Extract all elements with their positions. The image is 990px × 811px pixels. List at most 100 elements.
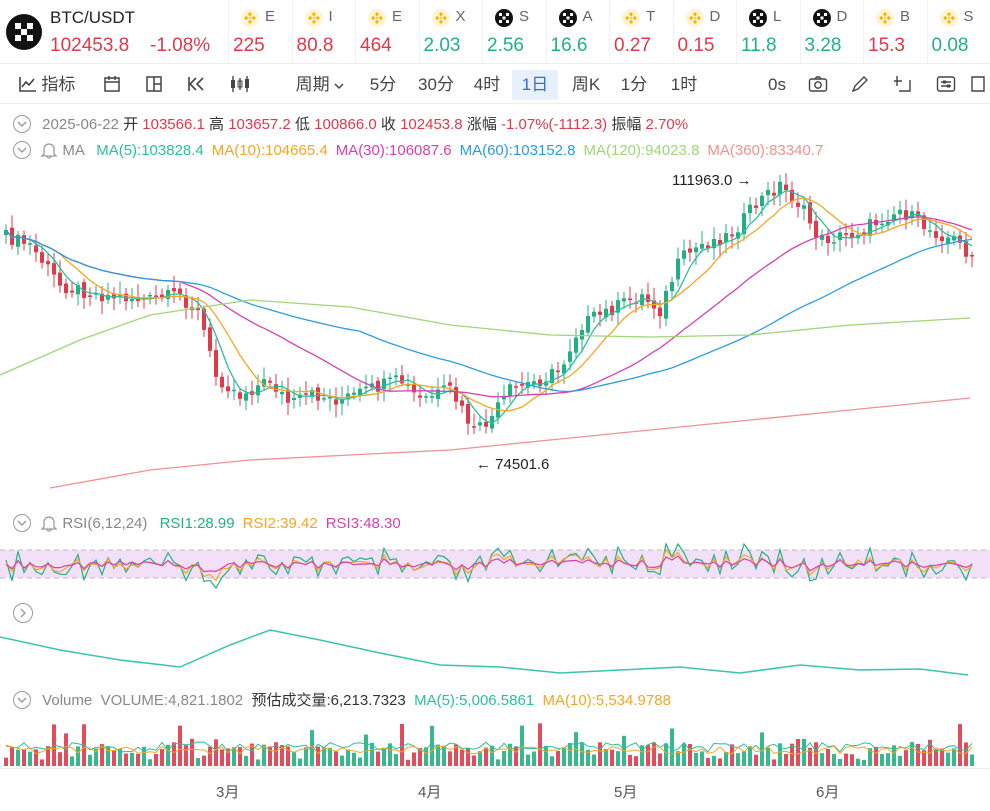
- ticker-price: 15.3: [868, 35, 905, 56]
- volume-bar: [220, 749, 224, 766]
- volume-bar: [76, 746, 80, 766]
- interval-tab[interactable]: 1日: [512, 70, 558, 100]
- volume-bar: [166, 744, 170, 766]
- volume-bar: [160, 749, 164, 766]
- volume-bar: [154, 753, 158, 766]
- split-view-button[interactable]: [142, 70, 166, 100]
- checker-icon: [749, 9, 767, 27]
- interval-tab[interactable]: 4时: [473, 75, 501, 94]
- more-button[interactable]: [968, 70, 988, 100]
- rsi-line: [5, 555, 973, 573]
- candle-body: [472, 426, 476, 428]
- candle-body: [742, 213, 746, 235]
- candle-body: [502, 395, 506, 400]
- ticker-item[interactable]: T 0.27: [609, 0, 671, 63]
- candle-body: [418, 395, 422, 398]
- ticker-symbol: T: [646, 8, 656, 25]
- candle-body: [922, 215, 926, 229]
- interval-tab[interactable]: 1分: [620, 75, 648, 94]
- expand-pane-icon[interactable]: [12, 602, 34, 624]
- crosshair-button[interactable]: [890, 70, 914, 100]
- ticker-item[interactable]: E 225: [228, 0, 290, 63]
- indicator-icon: [18, 77, 36, 92]
- settings-button[interactable]: [934, 70, 958, 100]
- bell-icon[interactable]: [40, 514, 58, 532]
- volume-bar: [112, 750, 116, 766]
- checker-icon: [812, 9, 831, 27]
- volume-bar: [796, 739, 800, 766]
- volume-bar: [442, 745, 446, 766]
- volume-bar: [28, 751, 32, 766]
- interval-tab[interactable]: 5分: [369, 75, 397, 94]
- volume-bar: [190, 738, 194, 766]
- volume-bar: [418, 747, 422, 766]
- volume-bar: [562, 748, 566, 766]
- bnb-icon: [622, 9, 640, 27]
- ticker-item[interactable]: E 464: [355, 0, 417, 63]
- high-label: 高: [209, 116, 225, 133]
- candle-body: [532, 381, 536, 384]
- ticker-item[interactable]: B 15.3: [863, 0, 925, 63]
- candle-body: [574, 337, 578, 353]
- ticker-item[interactable]: S 2.56: [482, 0, 544, 63]
- volume-bar: [880, 753, 884, 766]
- split-icon: [146, 76, 162, 92]
- ohlc-info: 2025-06-22 开 103566.1 高 103657.2 低 10086…: [12, 113, 688, 134]
- volume-bar: [430, 725, 434, 766]
- candle-body: [886, 222, 890, 226]
- volume-bar: [352, 752, 356, 766]
- volume-bar: [136, 753, 140, 766]
- volume-bar: [952, 748, 956, 766]
- high-price-label: 111963.0 →: [672, 172, 752, 189]
- volume-bar: [148, 759, 152, 766]
- volume-bar: [94, 748, 98, 766]
- candle-body: [778, 181, 782, 195]
- candle-body: [100, 293, 104, 302]
- volume-bar: [460, 749, 464, 766]
- ticker-item[interactable]: L 11.8: [736, 0, 798, 63]
- interval-tab[interactable]: 1时: [670, 75, 698, 94]
- ticker-item[interactable]: X 2.03: [418, 0, 481, 63]
- candle-body: [736, 232, 740, 239]
- collapse-icon[interactable]: [12, 690, 32, 710]
- volume-bar: [292, 752, 296, 766]
- volume-bar: [184, 745, 188, 766]
- chart-type-button[interactable]: [226, 70, 256, 100]
- collapse-icon[interactable]: [12, 513, 32, 533]
- candle-body: [340, 398, 344, 404]
- period-dropdown[interactable]: 周期: [288, 70, 352, 100]
- ticker-item[interactable]: A 16.6: [545, 0, 608, 63]
- volume-bar: [712, 755, 716, 766]
- ticker-item[interactable]: S 0.08: [926, 0, 989, 63]
- ticker-item[interactable]: D 3.28: [799, 0, 862, 63]
- rsi-chart[interactable]: [0, 540, 990, 595]
- candlestick-chart[interactable]: 111963.0 → ← 74501.6: [0, 165, 990, 500]
- countdown: 0s: [768, 75, 786, 94]
- draw-button[interactable]: [848, 70, 872, 100]
- ma120-line: [0, 299, 971, 376]
- volume-bar: [736, 753, 740, 766]
- interval-tab[interactable]: 周K: [571, 75, 601, 94]
- bell-icon[interactable]: [40, 141, 58, 159]
- oscillator-chart[interactable]: [0, 615, 990, 685]
- layout-button[interactable]: [100, 70, 124, 100]
- ticker-item[interactable]: D 0.15: [672, 0, 735, 63]
- screenshot-button[interactable]: [806, 70, 830, 100]
- volume-bar: [478, 751, 482, 766]
- symbol-change: -1.08%: [150, 35, 211, 56]
- collapse-icon[interactable]: [12, 140, 32, 160]
- candle-body: [364, 386, 368, 389]
- volume-bar: [784, 753, 788, 766]
- indicator-button[interactable]: 指标: [12, 70, 82, 100]
- ticker-price: 225: [233, 35, 265, 56]
- interval-tab[interactable]: 30分: [418, 75, 454, 94]
- collapse-icon[interactable]: [12, 114, 32, 134]
- replay-button[interactable]: [184, 70, 208, 100]
- candle-body: [724, 233, 728, 243]
- volume-chart[interactable]: [0, 712, 990, 768]
- volume-bar: [628, 754, 632, 766]
- ma-line: [5, 197, 973, 412]
- ticker-item[interactable]: I 80.8: [291, 0, 354, 63]
- volume-bar: [568, 743, 572, 766]
- main-symbol[interactable]: BTC/USDT 102453.8 -1.08%: [0, 0, 226, 63]
